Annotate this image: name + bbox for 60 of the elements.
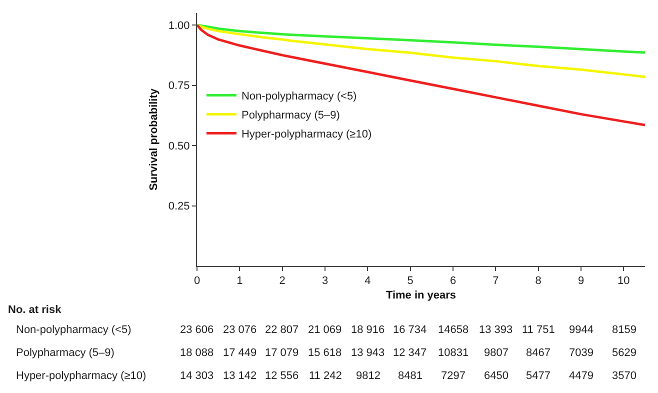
legend-label: Non-polypharmacy (<5) bbox=[241, 90, 357, 102]
text: 8467 bbox=[526, 347, 550, 359]
legend-label: Polypharmacy (5–9) bbox=[241, 109, 340, 122]
x-tick-label: 0 bbox=[194, 275, 200, 288]
x-tick-label: 7 bbox=[492, 275, 499, 288]
text: 14 303 bbox=[180, 370, 214, 382]
text: No. at risk bbox=[8, 304, 62, 316]
text: 4479 bbox=[569, 370, 594, 382]
text: 13 142 bbox=[223, 370, 257, 382]
text: 13 943 bbox=[351, 347, 385, 359]
y-tick-label: 0.50 bbox=[168, 140, 190, 152]
x-tick-label: 1 bbox=[236, 275, 243, 288]
text: 7039 bbox=[569, 347, 594, 359]
x-axis-title: Time in years bbox=[386, 289, 456, 302]
legend-label: Hyper-polypharmacy (≥10) bbox=[241, 128, 372, 140]
x-tick-label: 2 bbox=[279, 275, 286, 288]
x-tick-label: 3 bbox=[322, 275, 328, 288]
text: 5629 bbox=[612, 347, 636, 359]
text: Non-polypharmacy (<5) bbox=[16, 324, 132, 336]
text: 3570 bbox=[612, 370, 636, 382]
text: 14658 bbox=[438, 324, 469, 336]
line-series bbox=[197, 24, 645, 54]
text: 9812 bbox=[356, 370, 380, 382]
text: 23 076 bbox=[223, 324, 257, 336]
text: 9807 bbox=[484, 347, 508, 359]
line-series bbox=[197, 24, 645, 126]
text: 16 734 bbox=[393, 324, 427, 336]
x-tick-label: 6 bbox=[450, 275, 456, 288]
x-tick-label: 9 bbox=[578, 275, 584, 288]
text: 5477 bbox=[526, 370, 550, 382]
text: 9944 bbox=[569, 324, 594, 336]
text: 21 069 bbox=[308, 324, 342, 336]
text: 8159 bbox=[612, 324, 636, 336]
text: 23 606 bbox=[180, 324, 214, 336]
y-axis-title: Survival probability bbox=[148, 88, 160, 191]
text: 15 618 bbox=[308, 347, 342, 359]
text: 7297 bbox=[441, 370, 466, 382]
x-tick-label: 5 bbox=[407, 275, 414, 288]
text: 17 079 bbox=[265, 347, 299, 359]
text: 18 088 bbox=[180, 347, 214, 359]
text: 10831 bbox=[438, 347, 469, 359]
y-tick-label: 0.75 bbox=[168, 80, 190, 92]
text: 11 242 bbox=[309, 370, 342, 382]
text: Hyper-polypharmacy (≥10) bbox=[16, 370, 146, 382]
x-tick-label: 8 bbox=[535, 275, 542, 288]
text: 13 393 bbox=[479, 324, 513, 336]
text: 8481 bbox=[398, 370, 422, 382]
text: 12 347 bbox=[393, 347, 427, 359]
text: 6450 bbox=[484, 370, 508, 382]
text: 12 556 bbox=[265, 370, 299, 382]
x-tick-label: 10 bbox=[618, 275, 630, 288]
text: 17 449 bbox=[223, 347, 257, 359]
text: 11 751 bbox=[522, 324, 555, 336]
text: Polypharmacy (5–9) bbox=[16, 347, 114, 359]
x-tick-label: 4 bbox=[364, 275, 371, 288]
y-tick-label: 0.25 bbox=[168, 200, 190, 213]
text: 22 807 bbox=[265, 324, 299, 336]
line-series bbox=[197, 24, 645, 78]
text: 18 916 bbox=[351, 324, 385, 336]
y-tick-label: 1.00 bbox=[168, 20, 190, 32]
